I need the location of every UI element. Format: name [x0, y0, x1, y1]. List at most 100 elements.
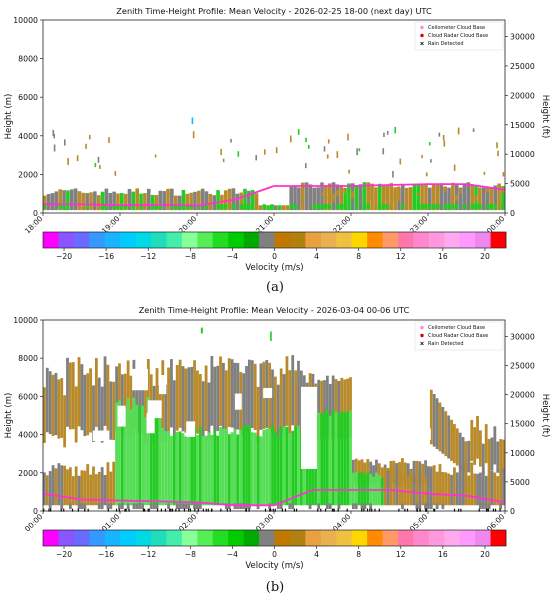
velocity-speck [94, 162, 97, 168]
velocity-column [198, 503, 202, 510]
rain-marker [189, 508, 192, 512]
velocity-column [222, 362, 225, 430]
colorbar-swatch [413, 232, 430, 248]
colorbar-swatch [459, 530, 476, 546]
velocity-column [443, 186, 447, 211]
velocity-column [135, 369, 139, 434]
velocity-column [431, 204, 436, 210]
velocity-column [291, 430, 295, 506]
colorbar-swatch [305, 530, 322, 546]
velocity-column [83, 374, 87, 437]
velocity-column [204, 204, 209, 210]
velocity-column [112, 204, 116, 210]
velocity-column [370, 187, 374, 201]
velocity-column [276, 503, 280, 510]
velocity-speck [108, 137, 110, 144]
velocity-column [351, 459, 355, 483]
velocity-column [129, 409, 133, 506]
velocity-column [184, 368, 188, 433]
velocity-column [150, 195, 155, 211]
velocity-speck [53, 144, 56, 152]
velocity-gap [368, 439, 377, 451]
velocity-column [406, 463, 410, 485]
colorbar-swatch [274, 530, 291, 546]
velocity-column [339, 195, 343, 200]
rain-marker [107, 508, 109, 512]
velocity-speck [53, 133, 56, 139]
y-right-tick-label: 30000 [510, 332, 535, 341]
velocity-speck [347, 133, 349, 141]
velocity-column [343, 188, 347, 193]
velocity-column [80, 470, 84, 506]
colorbar-swatch [73, 232, 90, 248]
velocity-column [343, 412, 347, 506]
velocity-gap [353, 393, 368, 412]
colorbar-swatch [104, 232, 121, 248]
velocity-column [138, 370, 142, 434]
velocity-column [320, 204, 324, 210]
legend-marker [420, 333, 424, 338]
velocity-column [103, 474, 107, 506]
velocity-speck [472, 128, 475, 133]
velocity-speck [497, 150, 499, 157]
colorbar-swatch [58, 530, 75, 546]
velocity-column [66, 190, 70, 211]
velocity-column [479, 503, 482, 510]
colorbar-label: Velocity (m/s) [245, 561, 303, 571]
velocity-column [271, 425, 274, 506]
velocity-column [381, 184, 386, 211]
velocity-column [204, 365, 208, 431]
velocity-column [324, 204, 328, 210]
velocity-column [481, 187, 486, 211]
velocity-column [435, 185, 440, 211]
rain-marker [366, 508, 369, 512]
colorbar-swatch [181, 232, 198, 248]
velocity-column [357, 460, 361, 484]
velocity-column [170, 436, 173, 506]
rain-marker [160, 508, 163, 512]
velocity-column [474, 204, 478, 210]
rain-marker [264, 508, 267, 512]
velocity-speck [386, 130, 389, 135]
velocity-column [441, 406, 445, 454]
velocity-column [239, 204, 243, 210]
colorbar-swatch [135, 530, 152, 546]
velocity-column [231, 204, 236, 210]
y-right-tick-label: 15000 [510, 420, 535, 429]
velocity-column [470, 462, 474, 506]
velocity-column [377, 204, 382, 210]
velocity-column [479, 430, 482, 467]
velocity-column [487, 503, 491, 510]
x-tick-label: 18:00 [23, 214, 45, 236]
velocity-speck [356, 148, 358, 156]
velocity-column [285, 426, 289, 506]
velocity-column [496, 441, 500, 473]
velocity-column [248, 425, 251, 506]
velocity-column [162, 191, 166, 211]
velocity-column [85, 204, 89, 210]
velocity-column [116, 204, 120, 210]
velocity-speck [425, 172, 428, 177]
velocity-column [126, 398, 130, 506]
rain-marker [416, 508, 418, 512]
velocity-speck [76, 155, 79, 162]
y-right-tick-label: 5000 [510, 180, 530, 189]
rain-marker [337, 508, 339, 512]
velocity-column [164, 384, 168, 442]
velocity-column [143, 193, 147, 211]
velocity-column [86, 373, 90, 436]
velocity-column [427, 503, 430, 510]
colorbar-swatch [120, 232, 136, 248]
rain-marker [63, 508, 65, 512]
velocity-column [54, 372, 58, 436]
ceilometer-cloud-base-line [43, 183, 506, 207]
velocity-column [458, 465, 462, 506]
velocity-column [138, 405, 142, 506]
velocity-column [493, 204, 498, 210]
velocity-column [424, 476, 427, 506]
colorbar-tick-label: 20 [480, 252, 490, 261]
velocity-column [108, 192, 113, 211]
rain-marker [248, 508, 250, 512]
velocity-column [279, 426, 283, 506]
colorbar-swatch [289, 530, 306, 546]
